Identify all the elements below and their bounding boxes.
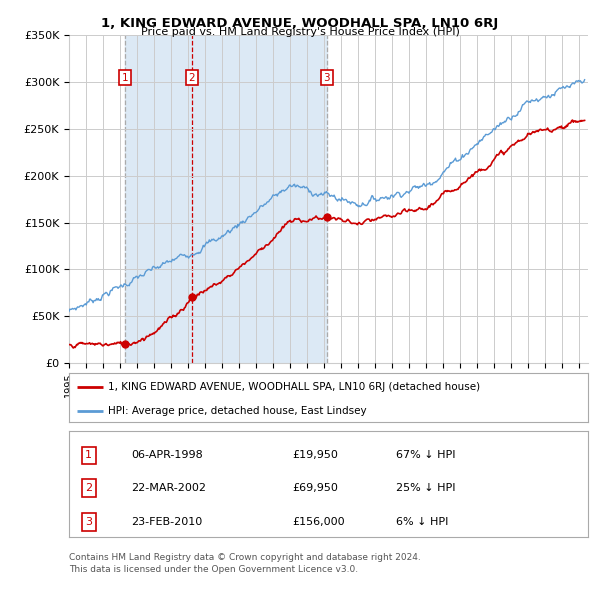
Text: 6% ↓ HPI: 6% ↓ HPI bbox=[396, 517, 448, 527]
Text: 1, KING EDWARD AVENUE, WOODHALL SPA, LN10 6RJ: 1, KING EDWARD AVENUE, WOODHALL SPA, LN1… bbox=[101, 17, 499, 30]
Text: 2: 2 bbox=[189, 73, 196, 83]
Text: 3: 3 bbox=[85, 517, 92, 527]
Text: This data is licensed under the Open Government Licence v3.0.: This data is licensed under the Open Gov… bbox=[69, 565, 358, 574]
Text: 3: 3 bbox=[323, 73, 330, 83]
Text: 06-APR-1998: 06-APR-1998 bbox=[131, 450, 203, 460]
Text: 1, KING EDWARD AVENUE, WOODHALL SPA, LN10 6RJ (detached house): 1, KING EDWARD AVENUE, WOODHALL SPA, LN1… bbox=[108, 382, 480, 392]
Bar bbox=[125, 35, 192, 363]
Text: Price paid vs. HM Land Registry's House Price Index (HPI): Price paid vs. HM Land Registry's House … bbox=[140, 27, 460, 37]
Text: Contains HM Land Registry data © Crown copyright and database right 2024.: Contains HM Land Registry data © Crown c… bbox=[69, 553, 421, 562]
Text: 25% ↓ HPI: 25% ↓ HPI bbox=[396, 483, 455, 493]
Text: 23-FEB-2010: 23-FEB-2010 bbox=[131, 517, 203, 527]
Text: HPI: Average price, detached house, East Lindsey: HPI: Average price, detached house, East… bbox=[108, 406, 367, 416]
Text: 1: 1 bbox=[85, 450, 92, 460]
Text: 2: 2 bbox=[85, 483, 92, 493]
Text: £69,950: £69,950 bbox=[292, 483, 338, 493]
Text: 22-MAR-2002: 22-MAR-2002 bbox=[131, 483, 206, 493]
Text: 67% ↓ HPI: 67% ↓ HPI bbox=[396, 450, 455, 460]
Text: £156,000: £156,000 bbox=[292, 517, 345, 527]
Bar bbox=[192, 35, 327, 363]
Text: £19,950: £19,950 bbox=[292, 450, 338, 460]
Text: 1: 1 bbox=[121, 73, 128, 83]
